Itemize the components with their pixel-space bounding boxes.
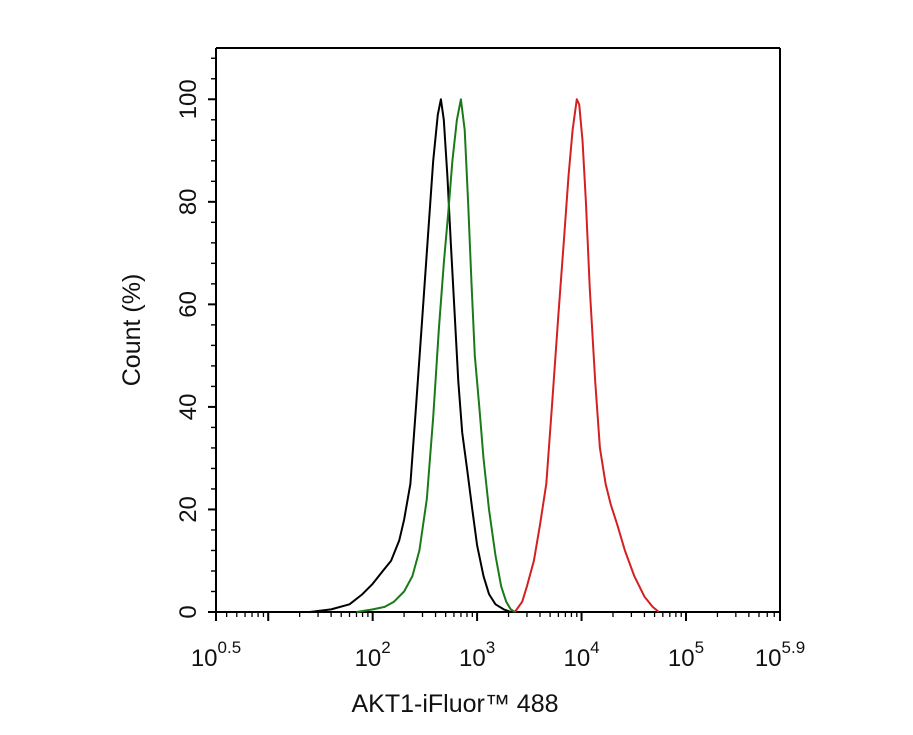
x-tick-label: 103	[459, 638, 495, 672]
x-tick-exponent: 2	[381, 638, 390, 657]
x-axis-title: AKT1-iFluor™ 488	[351, 690, 558, 718]
x-tick-exponent: 0.5	[218, 638, 242, 657]
x-tick-base: 10	[668, 645, 695, 672]
x-tick-label: 104	[563, 638, 599, 672]
x-tick-base: 10	[755, 645, 782, 672]
x-tick-exponent: 5	[695, 638, 704, 657]
histogram-curve-1	[309, 98, 512, 613]
y-axis-title: Count (%)	[118, 274, 146, 387]
x-tick-base: 10	[459, 645, 486, 672]
x-tick-exponent: 5.9	[782, 638, 806, 657]
x-tick-exponent: 4	[590, 638, 599, 657]
y-tick-label: 80	[175, 188, 202, 215]
histogram-curve-3	[514, 98, 660, 613]
histogram-curve-2	[356, 98, 516, 613]
x-tick-label: 100.5	[191, 638, 241, 672]
x-axis-tick-labels: 100.5 102 103 104 105 105.9	[191, 638, 805, 672]
plot-frame-layer	[215, 47, 781, 613]
x-tick-label: 105.9	[755, 638, 805, 672]
histogram-series-layer	[309, 98, 660, 613]
x-axis-ticks	[215, 612, 781, 621]
x-tick-label: 105	[668, 638, 704, 672]
y-tick-label: 20	[175, 496, 202, 523]
y-axis-ticks	[208, 57, 216, 613]
y-axis-tick-labels: 0 20 40 60 80 100	[175, 79, 202, 618]
y-tick-label: 100	[175, 79, 202, 119]
x-tick-exponent: 3	[486, 638, 495, 657]
y-tick-label: 0	[175, 605, 202, 618]
x-tick-label: 102	[355, 638, 391, 672]
y-tick-label: 40	[175, 394, 202, 421]
x-tick-base: 10	[563, 645, 590, 672]
x-tick-base: 10	[355, 645, 382, 672]
x-tick-base: 10	[191, 645, 218, 672]
y-tick-label: 60	[175, 291, 202, 318]
